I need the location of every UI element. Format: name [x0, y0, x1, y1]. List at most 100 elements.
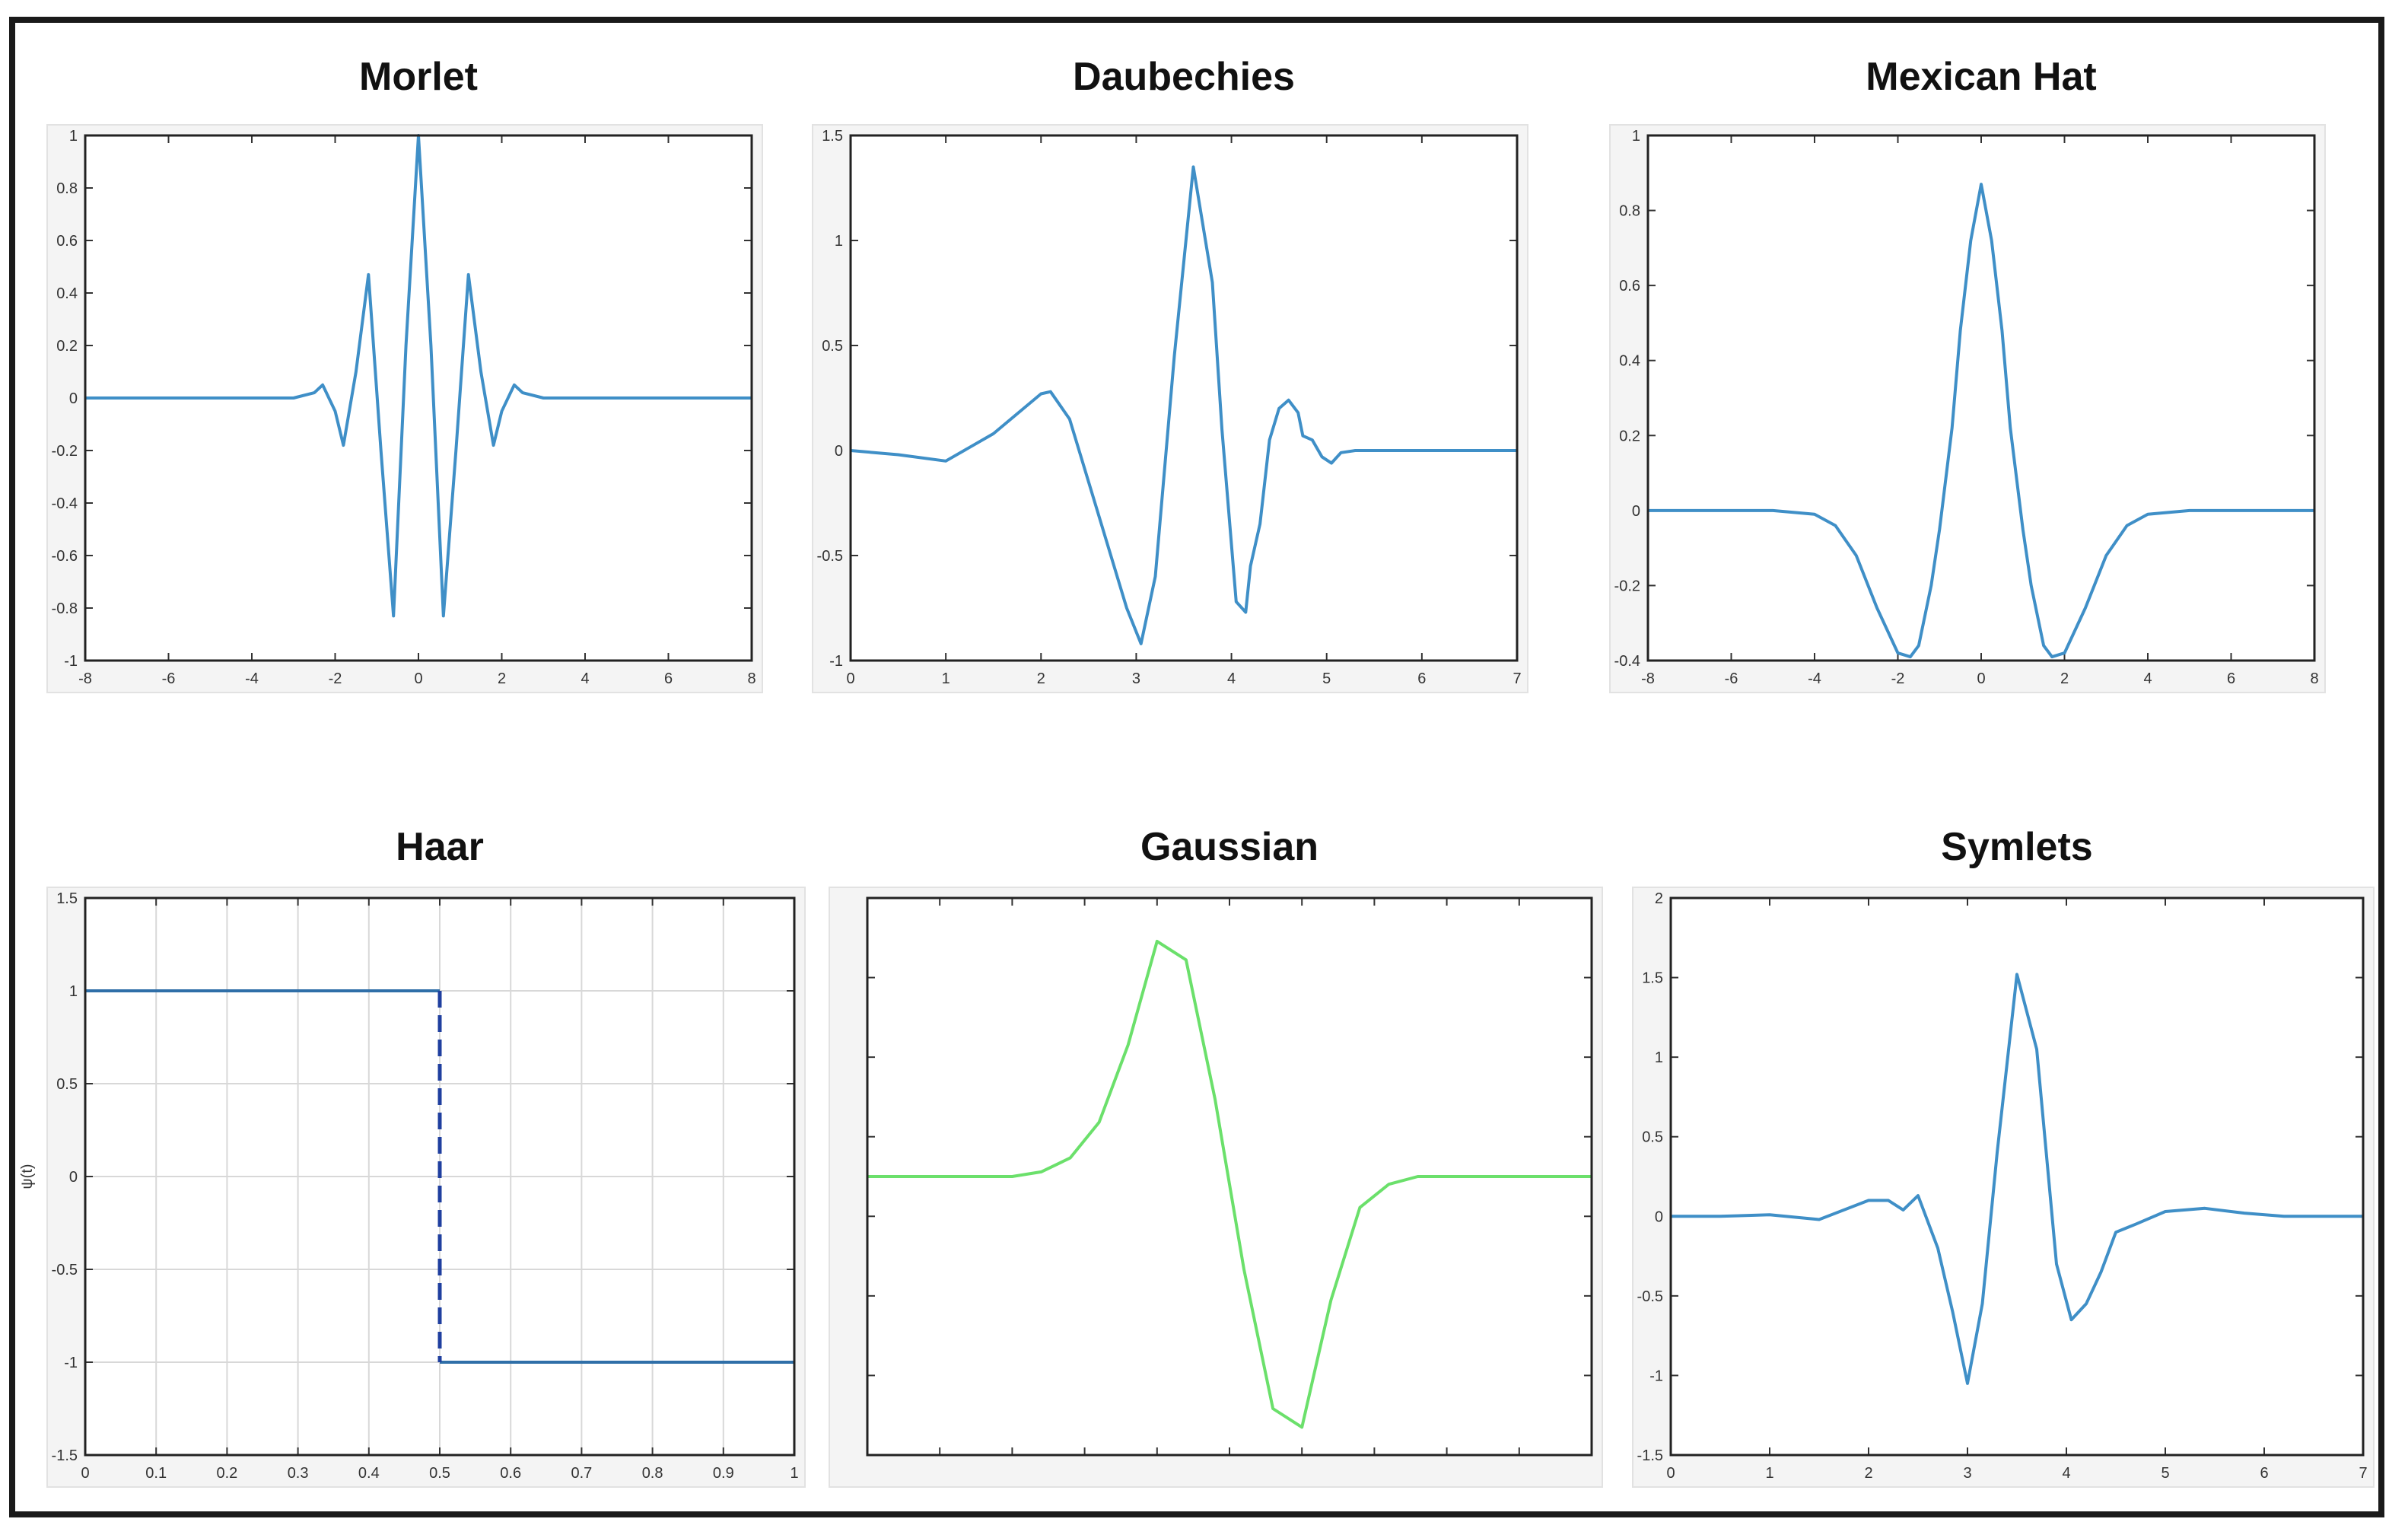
mexican-hat-x-tick-label: 6 — [2227, 670, 2235, 687]
morlet-x-tick-label: 6 — [664, 670, 673, 687]
daubechies-y-tick-label: 1 — [835, 233, 843, 250]
morlet-x-tick-label: -4 — [245, 670, 259, 687]
daubechies-x-tick-label: 0 — [846, 670, 854, 687]
morlet-x-tick-label: 4 — [581, 670, 589, 687]
gaussian-series-line-0 — [867, 939, 1592, 1429]
mexican-hat-x-tick-label: 4 — [2143, 670, 2152, 687]
mexican-hat-x-tick-label: 2 — [2060, 670, 2069, 687]
daubechies-y-tick-label: 0.5 — [822, 338, 843, 355]
symlets-axes-box — [1669, 896, 2365, 1457]
daubechies-panel: Daubechies 0 1 2 3 4 5 6 7 -1 -0.5 0 0.5 1 1.5 — [812, 55, 1528, 693]
morlet-y-tick-label: 1 — [69, 128, 78, 145]
daubechies-x-tick-label: 3 — [1132, 670, 1140, 687]
morlet-title: Morlet — [359, 55, 478, 99]
daubechies-y-tick-label: 1.5 — [822, 128, 843, 145]
daubechies-axes-box — [849, 134, 1519, 662]
gaussian-axes-box — [866, 896, 1593, 1457]
symlets-x-tick-label: 2 — [1864, 1465, 1872, 1482]
haar-y-axis-label: ψ(t) — [19, 1164, 36, 1189]
mexican-hat-y-tick-label: 0.6 — [1619, 278, 1640, 295]
symlets-y-tick-label: -1.5 — [1637, 1447, 1663, 1464]
symlets-x-tick-label: 6 — [2260, 1465, 2268, 1482]
haar-x-tick-label: 0.4 — [358, 1465, 380, 1482]
morlet-x-tick-label: 2 — [498, 670, 506, 687]
daubechies-y-tick-label: 0 — [835, 443, 843, 460]
symlets-x-tick-label: 1 — [1765, 1465, 1773, 1482]
mexican-hat-title: Mexican Hat — [1866, 55, 2096, 99]
daubechies-x-tick-label: 6 — [1417, 670, 1426, 687]
symlets-y-tick-label: 0 — [1655, 1208, 1663, 1225]
haar-y-tick-label: -0.5 — [52, 1262, 78, 1278]
haar-y-tick-label: 0.5 — [56, 1076, 78, 1093]
daubechies-x-tick-label: 1 — [942, 670, 950, 687]
symlets-x-tick-label: 0 — [1666, 1465, 1675, 1482]
daubechies-plot-area — [851, 135, 1517, 661]
haar-x-tick-label: 0.5 — [429, 1465, 450, 1482]
haar-y-tick-label: -1.5 — [52, 1447, 78, 1464]
symlets-series-line-0 — [1671, 973, 2363, 1385]
morlet-x-tick-label: 0 — [414, 670, 422, 687]
haar-x-tick-label: 0 — [81, 1465, 89, 1482]
mexican-hat-y-tick-label: 0.8 — [1619, 203, 1640, 220]
morlet-x-tick-label: -8 — [78, 670, 92, 687]
morlet-axes-box — [84, 134, 753, 662]
morlet-y-tick-label: -0.8 — [52, 600, 78, 617]
mexican-hat-panel: Mexican Hat -8 -6 -4 -2 0 2 4 6 8 -0.4 -0.2 0 0.2 0.4 0… — [1609, 55, 2326, 693]
daubechies-y-tick-label: -0.5 — [817, 548, 843, 565]
symlets-y-tick-label: 0.5 — [1642, 1129, 1663, 1146]
symlets-y-tick-label: -1 — [1649, 1368, 1663, 1384]
haar-x-tick-label: 1 — [790, 1465, 798, 1482]
morlet-y-tick-label: 0.8 — [56, 180, 78, 197]
mexican-hat-axes-box — [1646, 134, 2316, 662]
haar-y-tick-label: -1 — [64, 1355, 78, 1371]
haar-y-tick-label: 0 — [69, 1169, 78, 1186]
haar-x-tick-label: 0.3 — [288, 1465, 309, 1482]
morlet-x-tick-label: -6 — [162, 670, 176, 687]
mexican-hat-plot-area — [1648, 135, 2314, 661]
symlets-x-tick-label: 3 — [1963, 1465, 1971, 1482]
symlets-panel: Symlets 0 1 2 3 4 5 6 7 -1.5 -1 -0.5 0 0.5 1 1.5 2 — [1632, 825, 2375, 1488]
morlet-panel: Morlet -8 -6 -4 -2 0 2 4 6 8 -1 -0.8 -0.6 -0.4 -0.2 0 0.… — [46, 55, 763, 693]
haar-title: Haar — [396, 825, 484, 869]
mexican-hat-x-tick-label: -6 — [1725, 670, 1738, 687]
symlets-y-tick-label: 2 — [1655, 890, 1663, 907]
haar-y-tick-label: 1.5 — [56, 890, 78, 907]
gaussian-title: Gaussian — [1140, 825, 1319, 869]
mexican-hat-y-tick-label: -0.4 — [1614, 653, 1640, 670]
haar-x-tick-label: 0.9 — [713, 1465, 734, 1482]
gaussian-panel: Gaussian — [829, 825, 1603, 1488]
daubechies-x-tick-label: 7 — [1513, 670, 1521, 687]
daubechies-x-tick-label: 5 — [1322, 670, 1331, 687]
mexican-hat-y-tick-label: -0.2 — [1614, 578, 1640, 594]
mexican-hat-x-tick-label: -2 — [1891, 670, 1905, 687]
symlets-y-tick-label: -0.5 — [1637, 1288, 1663, 1305]
symlets-title: Symlets — [1941, 825, 2092, 869]
mexican-hat-x-tick-label: -4 — [1808, 670, 1821, 687]
haar-x-tick-label: 0.8 — [642, 1465, 663, 1482]
daubechies-y-tick-label: -1 — [829, 653, 843, 670]
haar-x-tick-label: 0.1 — [145, 1465, 167, 1482]
haar-x-tick-label: 0.7 — [571, 1465, 592, 1482]
haar-x-tick-label: 0.6 — [500, 1465, 521, 1482]
morlet-y-tick-label: 0 — [69, 390, 78, 407]
mexican-hat-y-tick-label: 0.2 — [1619, 428, 1640, 444]
daubechies-title: Daubechies — [1073, 55, 1295, 99]
mexican-hat-y-tick-label: 1 — [1632, 128, 1640, 145]
morlet-x-tick-label: -2 — [329, 670, 342, 687]
daubechies-x-tick-label: 2 — [1037, 670, 1045, 687]
symlets-y-tick-label: 1.5 — [1642, 970, 1663, 987]
morlet-y-tick-label: -0.4 — [52, 495, 78, 512]
mexican-hat-x-tick-label: 0 — [1977, 670, 1985, 687]
morlet-y-tick-label: 0.4 — [56, 285, 78, 302]
mexican-hat-series-line-0 — [1648, 183, 2314, 659]
morlet-y-tick-label: -1 — [64, 653, 78, 670]
symlets-x-tick-label: 5 — [2161, 1465, 2169, 1482]
mexican-hat-y-tick-label: 0 — [1632, 503, 1640, 520]
haar-axes-box — [84, 896, 796, 1457]
mexican-hat-x-tick-label: -8 — [1641, 670, 1655, 687]
morlet-x-tick-label: 8 — [747, 670, 755, 687]
morlet-y-tick-label: 0.6 — [56, 233, 78, 250]
daubechies-series-line-0 — [850, 165, 1517, 645]
